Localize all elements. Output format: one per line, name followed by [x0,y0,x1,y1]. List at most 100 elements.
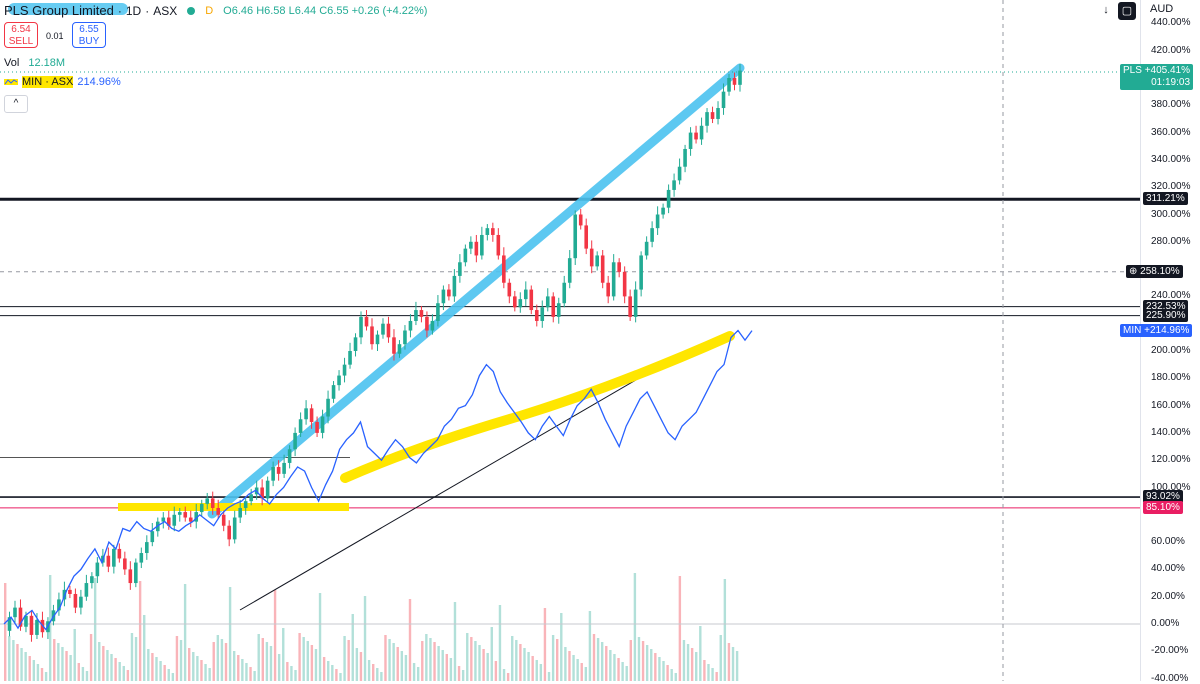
candle-body [639,255,643,290]
y-tick-label: 420.00% [1151,44,1191,56]
candle-body [529,289,534,311]
candle-body [128,569,133,584]
volume-bar [372,664,375,681]
volume-bar [650,649,653,681]
volume-bar [102,646,105,681]
volume-bar [637,637,641,681]
level-label[interactable]: 85.10% [1143,500,1183,514]
candle-body [370,326,374,345]
candle-body [260,487,264,499]
candle-body [617,262,621,272]
level-label[interactable]: ⊕ 258.10% [1126,264,1183,278]
price-chart[interactable] [0,0,1140,681]
volume-label: Vol [4,57,20,69]
volume-bar [355,648,359,681]
candle-body [397,344,402,354]
candle-body [710,112,715,119]
y-tick-label: 200.00% [1151,345,1191,356]
y-tick-label: 100.00% [1151,481,1191,493]
candle-body [650,228,654,242]
volume-bar [425,634,428,681]
level-label[interactable]: 225.90% [1143,308,1189,322]
interval[interactable]: 1D [125,3,142,18]
sell-button[interactable]: 6.54 SELL [4,22,38,48]
volume-bar [384,635,387,681]
compare-legend[interactable]: MIN · ASX 214.96% [4,76,121,88]
candle-body [238,507,242,518]
volume-legend[interactable]: Vol 12.18M [4,57,65,69]
volume-bar [429,638,432,681]
volume-bar [151,653,154,681]
open-value: O6.46 [223,4,254,17]
candle-body [90,576,94,584]
candle-body [441,289,446,304]
level-label[interactable]: 311.21% [1143,192,1188,206]
volume-bar [318,593,322,681]
volume-bar [735,651,739,681]
y-tick-label: 320.00% [1151,181,1191,193]
volume-bar [359,652,363,681]
d-badge[interactable]: D [205,4,214,17]
y-tick-label: 40.00% [1151,563,1185,575]
volume-bar [515,640,518,681]
volume-bar [474,641,477,681]
interval-sep: · [117,3,122,18]
price-axis[interactable]: 440.00% 420.00% 380.00% 360.00% 340.00% 320.0… [1140,0,1200,684]
candle-body [463,248,468,263]
volume-bar [449,658,453,681]
volume-bar [12,640,15,681]
candle-body [276,467,281,474]
candle-body [447,289,451,297]
candle-body [166,517,171,526]
volume-bar [678,576,682,681]
volume-bar [433,642,436,681]
candle-body [474,241,479,256]
volume-bar [539,664,543,681]
volume-bar [580,663,583,681]
symbol-title[interactable]: PLS Group Limited [4,3,114,18]
volume-bar [269,646,273,681]
compare-value: 214.96% [77,76,121,88]
candle-body [359,316,363,338]
volume-bar [237,655,240,681]
min-last-value-label[interactable]: MIN +214.96% [1120,323,1193,337]
buy-button[interactable]: 6.55 BUY [72,22,106,48]
volume-bar [670,669,673,681]
candle-body [496,234,501,256]
min-compare-line[interactable] [3,329,753,631]
volume-bar [703,660,706,681]
volume-bar [543,608,547,681]
volume-bar [690,648,694,681]
candle-body [117,548,122,559]
yellow-highlight-curve[interactable] [340,331,735,483]
pls-last-value-label[interactable]: PLS +405.41% 01:19:03 [1120,64,1194,90]
volume-bar [171,673,175,681]
level-label[interactable]: 93.02% [1143,490,1183,504]
trend-line[interactable] [239,351,685,611]
arrow-down-icon[interactable]: ↓ [1103,4,1109,16]
y-tick-label: 380.00% [1151,99,1191,111]
candle-body [271,467,275,481]
candle-body [57,599,61,611]
collapse-legend-button[interactable]: ^ [4,95,28,113]
candle-body [320,416,325,433]
y-tick-label: 60.00% [1151,536,1185,548]
candle-body [386,323,391,338]
volume-bar [654,653,657,681]
volume-bar [351,614,354,681]
volume-bar [228,587,232,681]
candle-body [672,180,676,190]
cyan-highlight-trend[interactable] [207,63,745,519]
yellow-highlight-zone[interactable] [118,503,349,511]
candle-body [655,214,660,229]
volume-bar [564,647,567,681]
volume-bar [224,643,228,681]
screen-icon[interactable]: ▢ [1118,2,1136,20]
candle-body [353,337,358,351]
candle-body [738,70,742,85]
currency-label[interactable]: AUD [1150,3,1174,15]
y-tick-label: 160.00% [1151,399,1191,411]
candle-body [172,514,177,526]
volume-bar [249,667,252,681]
candle-body [666,189,671,208]
